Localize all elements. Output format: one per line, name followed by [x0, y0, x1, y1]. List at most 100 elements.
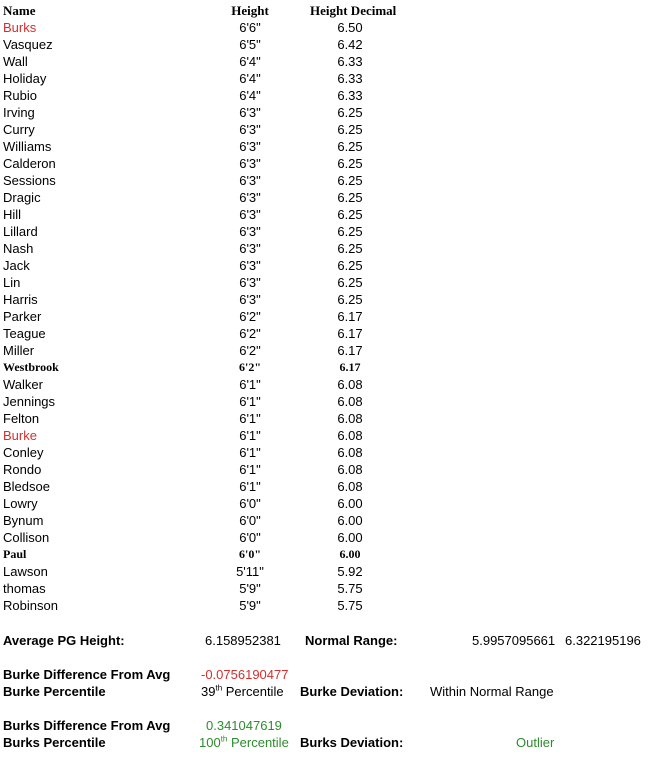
player-name: Bynum [3, 513, 44, 528]
player-height-decimal: 5.92 [337, 564, 363, 579]
player-height: 6'1" [239, 462, 261, 477]
header-row: Name Height Height Decimal [0, 2, 648, 19]
player-name: Teague [3, 326, 46, 341]
player-height: 5'9" [239, 598, 261, 613]
player-name: Robinson [3, 598, 58, 613]
table-row: Conley 6'1" 6.08 [0, 444, 648, 461]
burks-diff-value: 0.341047619 [206, 718, 282, 733]
player-height: 6'4" [239, 54, 261, 69]
table-row: Miller 6'2" 6.17 [0, 342, 648, 359]
range-high: 6.322195196 [565, 633, 641, 648]
player-height-decimal: 6.25 [337, 190, 363, 205]
player-name: Felton [3, 411, 40, 426]
player-height-decimal: 6.25 [337, 241, 363, 256]
player-height-decimal: 6.25 [337, 173, 363, 188]
player-height: 6'6" [239, 20, 261, 35]
table-row: Wall 6'4" 6.33 [0, 53, 648, 70]
player-name: Bledsoe [3, 479, 50, 494]
table-row: Irving 6'3" 6.25 [0, 104, 648, 121]
player-height-decimal: 6.08 [337, 479, 363, 494]
burke-percentile: 39th Percentile [201, 683, 284, 700]
table-row: Paul 6'0" 6.00 [0, 546, 648, 563]
player-height: 6'3" [239, 190, 261, 205]
player-height-decimal: 6.17 [337, 343, 363, 358]
table-row: Bledsoe 6'1" 6.08 [0, 478, 648, 495]
burks-diff-label: Burks Difference From Avg [3, 718, 171, 733]
player-height-decimal: 5.75 [337, 598, 363, 613]
burke-diff-value: -0.0756190477 [201, 667, 289, 682]
player-height: 6'1" [239, 445, 261, 460]
table-row: Rubio 6'4" 6.33 [0, 87, 648, 104]
player-height-decimal: 6.50 [337, 20, 363, 35]
player-height: 6'2" [239, 326, 261, 341]
player-height-decimal: 6.25 [337, 258, 363, 273]
table-row: Harris 6'3" 6.25 [0, 291, 648, 308]
player-name: Rondo [3, 462, 42, 477]
player-height: 6'3" [239, 173, 261, 188]
player-height: 6'1" [239, 377, 261, 392]
player-height-decimal: 6.33 [337, 54, 363, 69]
player-name: Lin [3, 275, 21, 290]
table-row: Rondo 6'1" 6.08 [0, 461, 648, 478]
burks-pct-label: Burks Percentile [3, 735, 106, 750]
player-name: thomas [3, 581, 46, 596]
player-height-decimal: 6.25 [337, 292, 363, 307]
player-height: 6'1" [239, 394, 261, 409]
player-name: Collison [3, 530, 50, 545]
player-height: 6'0" [239, 496, 261, 511]
player-name: Lillard [3, 224, 38, 239]
player-height: 6'2" [239, 343, 261, 358]
avg-label: Average PG Height: [3, 633, 125, 648]
player-height: 6'3" [239, 241, 261, 256]
player-name: Lawson [3, 564, 48, 579]
player-name: Irving [3, 105, 35, 120]
table-row: Felton 6'1" 6.08 [0, 410, 648, 427]
player-height: 5'9" [239, 581, 261, 596]
header-height: Height [231, 3, 269, 18]
player-height: 6'2" [239, 360, 261, 374]
player-height: 6'3" [239, 156, 261, 171]
player-name: Lowry [3, 496, 38, 511]
burks-dev-value: Outlier [516, 735, 555, 750]
player-height: 6'0" [239, 530, 261, 545]
player-height: 6'4" [239, 71, 261, 86]
burks-pct-word: Percentile [227, 735, 289, 750]
player-height-decimal: 6.25 [337, 139, 363, 154]
burke-diff-label: Burke Difference From Avg [3, 667, 171, 682]
player-height: 6'1" [239, 479, 261, 494]
player-name: Walker [3, 377, 43, 392]
player-height: 5'11" [236, 564, 264, 579]
player-name: Jack [3, 258, 30, 273]
player-name: Jennings [3, 394, 56, 409]
player-height: 6'3" [239, 292, 261, 307]
player-height-decimal: 6.00 [337, 496, 363, 511]
player-name: Sessions [3, 173, 56, 188]
player-height-decimal: 6.25 [337, 122, 363, 137]
player-height: 6'5" [239, 37, 261, 52]
table-row: Burks 6'6" 6.50 [0, 19, 648, 36]
table-row: Curry 6'3" 6.25 [0, 121, 648, 138]
player-height: 6'1" [239, 428, 261, 443]
player-height-decimal: 6.08 [337, 394, 363, 409]
table-row: Nash 6'3" 6.25 [0, 240, 648, 257]
player-name: Burke [3, 428, 37, 443]
table-row: Collison 6'0" 6.00 [0, 529, 648, 546]
player-height: 6'3" [239, 105, 261, 120]
player-name: Miller [3, 343, 35, 358]
player-height-decimal: 6.25 [337, 207, 363, 222]
burke-pct-num: 39 [201, 684, 216, 699]
player-name: Williams [3, 139, 52, 154]
player-height: 6'3" [239, 139, 261, 154]
player-height-decimal: 6.17 [337, 326, 363, 341]
player-height-decimal: 6.25 [337, 275, 363, 290]
player-name: Wall [3, 54, 28, 69]
burks-percentile: 100th Percentile [199, 734, 289, 751]
player-height: 6'1" [239, 411, 261, 426]
table-row: Dragic 6'3" 6.25 [0, 189, 648, 206]
table-row: Robinson 5'9" 5.75 [0, 597, 648, 614]
burks-pct-sup: th [220, 734, 228, 744]
player-name: Paul [3, 547, 27, 561]
table-row: Westbrook 6'2" 6.17 [0, 359, 648, 376]
table-row: Parker 6'2" 6.17 [0, 308, 648, 325]
player-height-decimal: 6.08 [337, 445, 363, 460]
